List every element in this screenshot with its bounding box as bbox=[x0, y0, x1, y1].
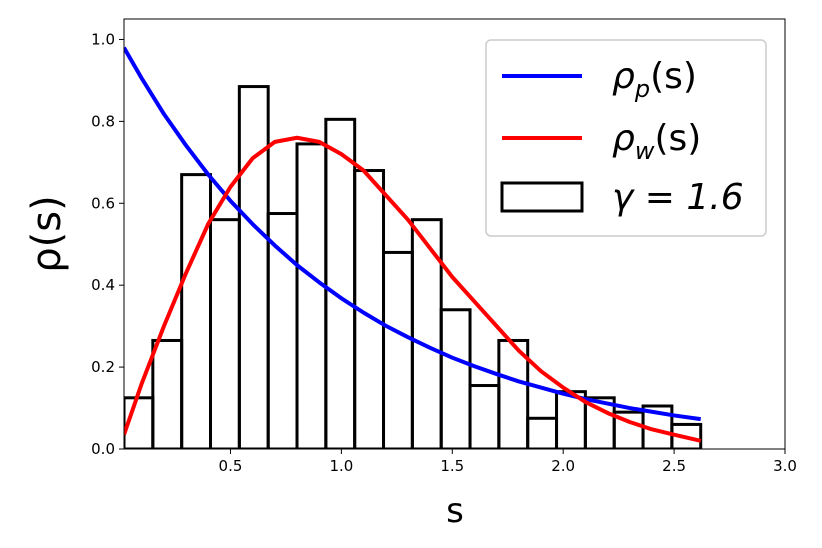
legend-label: γ = 1.6 bbox=[612, 177, 744, 218]
legend-entry: ρw(s) bbox=[502, 118, 701, 165]
histogram-bar bbox=[209, 218, 241, 449]
histogram-bar bbox=[266, 212, 299, 449]
y-axis-label: ρ(s) bbox=[24, 195, 70, 272]
x-axis: 0.5 1.0 1.5 2.0 2.5 3.0 bbox=[219, 449, 797, 475]
legend-entry: ρp(s) bbox=[502, 56, 697, 103]
y-axis: 0.0 0.2 0.4 0.6 0.8 1.0 bbox=[91, 30, 124, 458]
histogram-bar bbox=[526, 416, 559, 449]
y-tick-label: 1.0 bbox=[91, 30, 115, 48]
x-tick-label: 2.0 bbox=[551, 457, 575, 475]
poisson-curve bbox=[124, 46, 701, 422]
x-tick-label: 1.0 bbox=[329, 457, 353, 475]
y-tick-label: 0.2 bbox=[91, 358, 115, 376]
legend-entry: γ = 1.6 bbox=[500, 177, 744, 218]
plot-frame bbox=[123, 18, 786, 450]
histogram-bar bbox=[439, 308, 472, 449]
histogram-bar bbox=[382, 250, 414, 449]
x-tick-label: 2.5 bbox=[662, 457, 686, 475]
x-tick-label: 0.5 bbox=[219, 457, 243, 475]
y-tick-label: 0.4 bbox=[91, 276, 115, 294]
y-tick-label: 0.0 bbox=[91, 440, 115, 458]
x-axis-label: s bbox=[446, 491, 464, 531]
x-tick-label: 1.5 bbox=[440, 457, 464, 475]
y-tick-label: 0.8 bbox=[91, 112, 115, 130]
legend-label: ρp(s) bbox=[612, 56, 697, 103]
histogram-bar bbox=[324, 117, 357, 449]
legend-label: ρw(s) bbox=[612, 118, 701, 165]
histogram-bar bbox=[468, 384, 501, 449]
histogram-bar bbox=[180, 173, 213, 449]
y-tick-label: 0.6 bbox=[91, 194, 115, 212]
histogram-bar bbox=[295, 142, 328, 449]
histogram-bar bbox=[497, 338, 530, 449]
legend: ρp(s) ρw(s) γ = 1.6 bbox=[485, 39, 767, 237]
x-tick-label: 3.0 bbox=[773, 457, 797, 475]
histogram-bar bbox=[151, 338, 184, 449]
wigner-curve bbox=[124, 135, 702, 443]
histogram-bar bbox=[237, 85, 270, 449]
legend-frame bbox=[485, 39, 767, 237]
legend-box-swatch bbox=[500, 181, 584, 213]
